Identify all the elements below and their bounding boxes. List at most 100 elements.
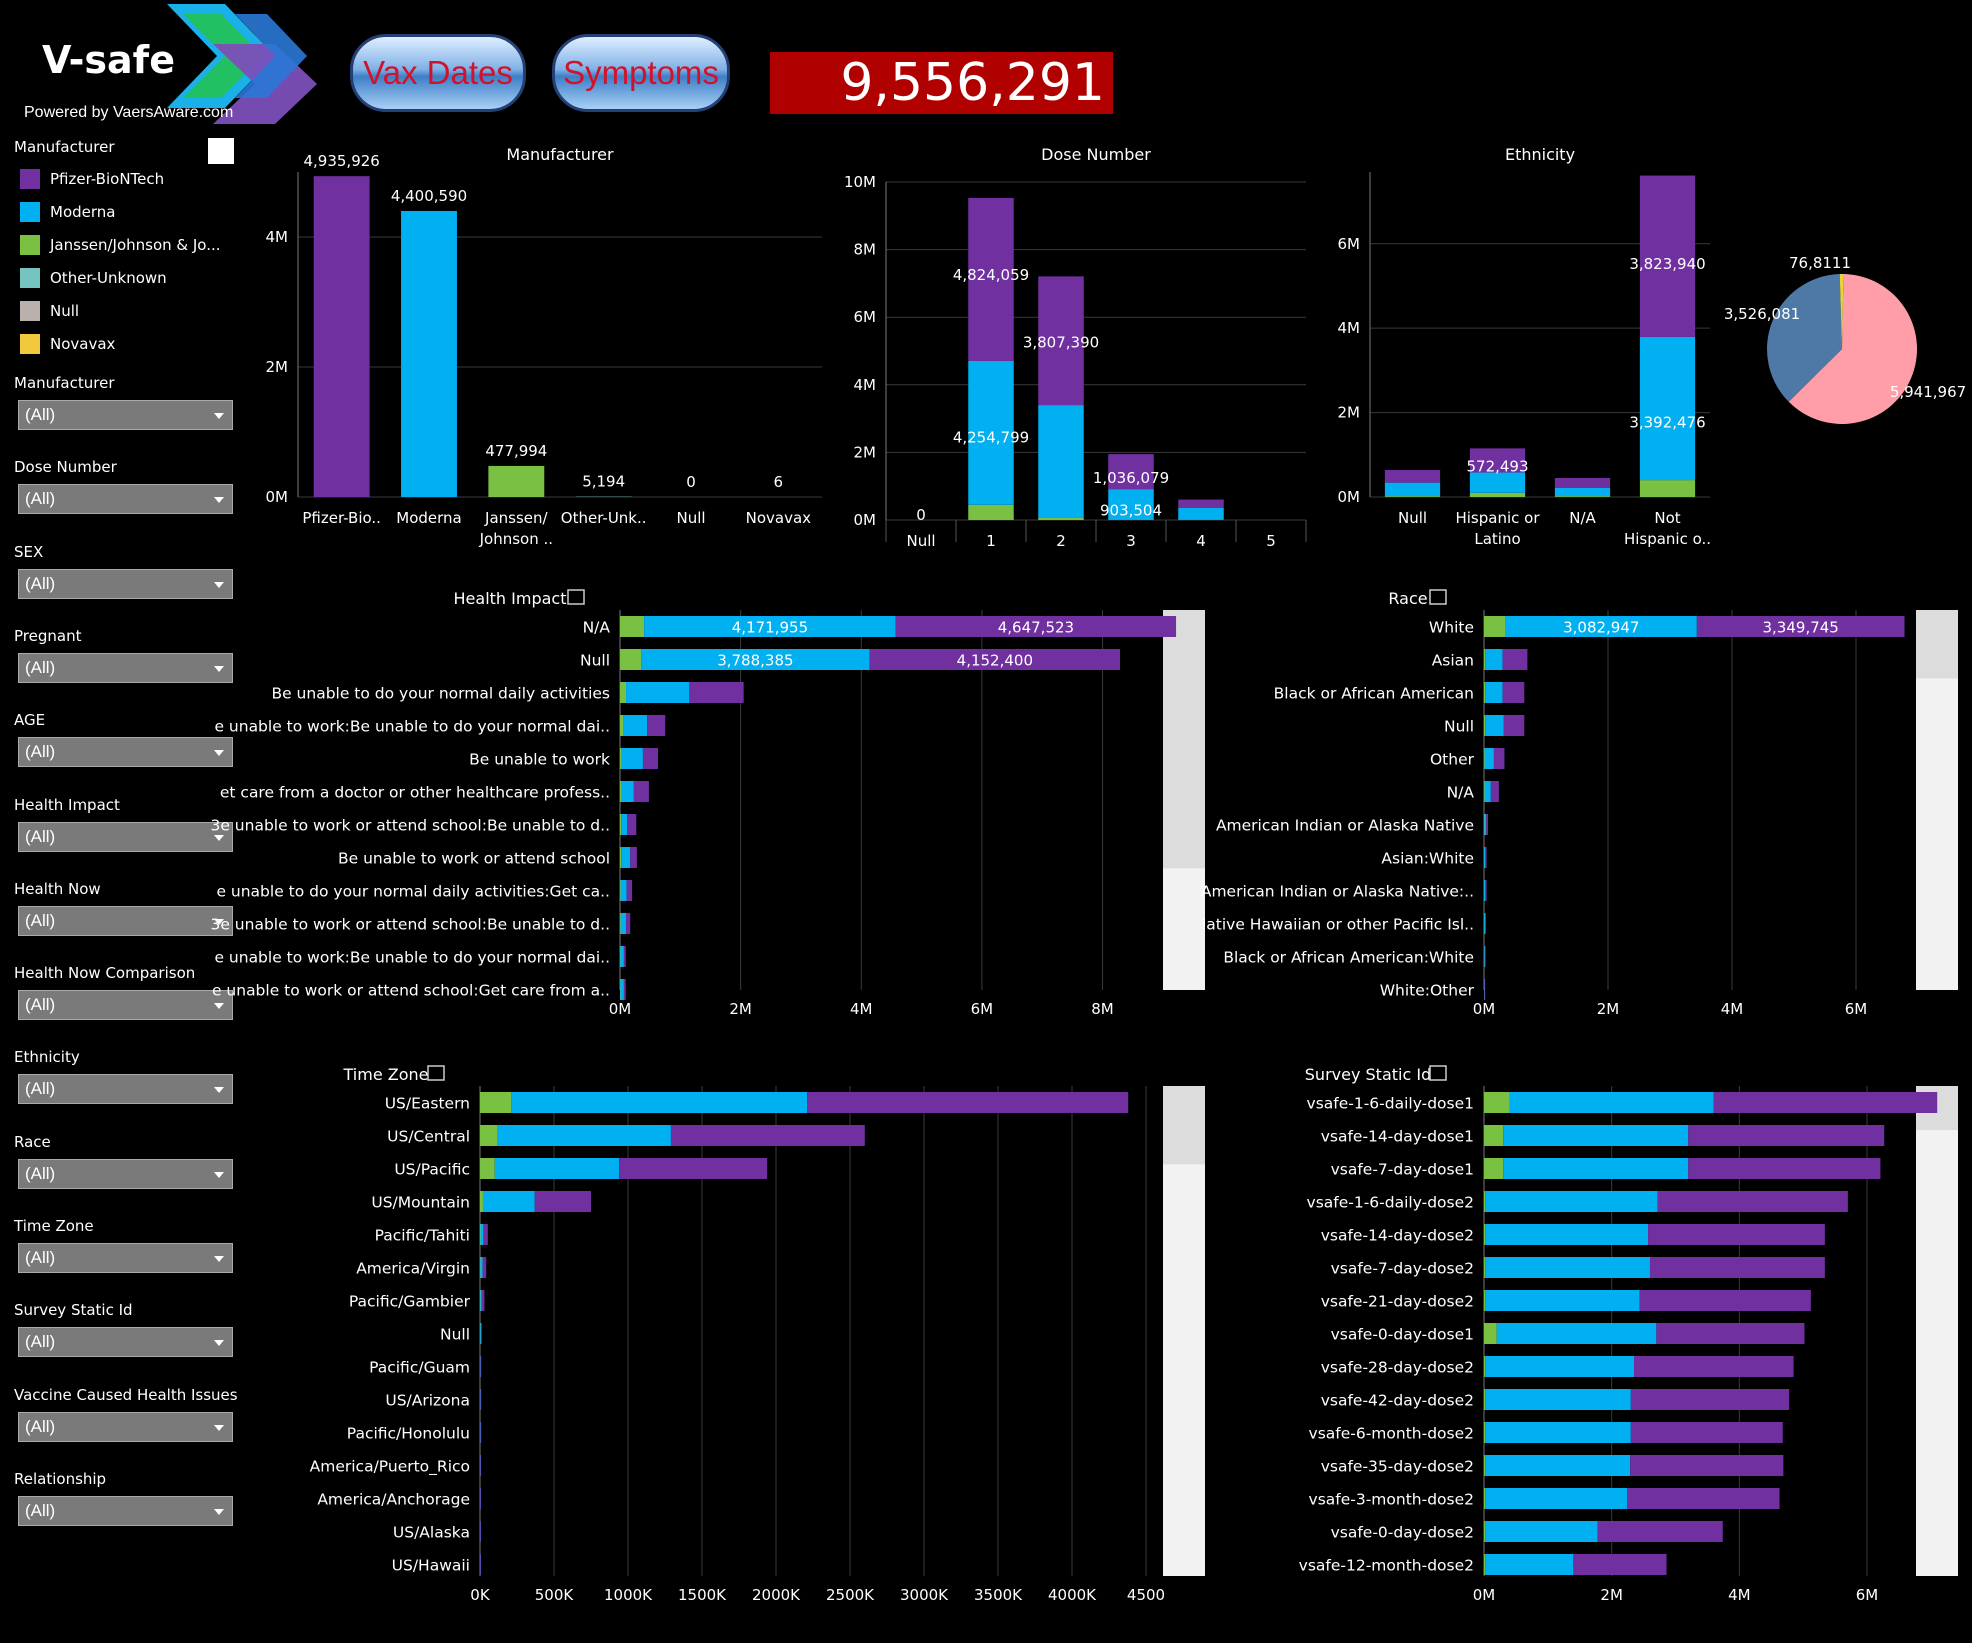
bar-segment	[1485, 1224, 1649, 1245]
bar-segment	[482, 1191, 535, 1212]
data-label: 3,823,940	[1629, 255, 1705, 273]
data-label: 5,194	[582, 473, 625, 491]
bar-segment	[1484, 913, 1486, 934]
bar-segment	[1038, 405, 1084, 518]
vsafe-logo-arrows	[167, 4, 317, 124]
bar-segment	[1484, 1323, 1497, 1344]
chevron-down-icon	[214, 834, 224, 841]
chart-title: Ethnicity	[1505, 145, 1575, 164]
filter-dropdown[interactable]: (All)	[18, 568, 233, 599]
category-label: N/A	[1447, 784, 1475, 802]
bar-segment	[482, 1257, 487, 1278]
bar-segment	[480, 1224, 484, 1245]
bar-segment	[1713, 1092, 1938, 1113]
vax-dates-button[interactable]: Vax Dates	[350, 34, 526, 112]
filter-dropdown[interactable]: (All)	[18, 905, 233, 936]
bar-segment	[1688, 1158, 1881, 1179]
y-tick-label: 8M	[854, 241, 877, 259]
category-label: vsafe-0-day-dose2	[1331, 1524, 1474, 1542]
category-label: Iative Hawaiian or other Pacific Isl..	[1202, 916, 1474, 934]
filter-dropdown[interactable]: (All)	[18, 821, 233, 852]
x-tick-label: 4M	[1728, 1586, 1751, 1604]
legend-item[interactable]: Moderna	[20, 201, 115, 223]
bar-segment	[1490, 781, 1499, 802]
category-label: America/Puerto_Rico	[310, 1458, 470, 1477]
bar-segment	[1485, 1554, 1574, 1575]
category-label: US/Eastern	[385, 1095, 470, 1113]
chevron-down-icon	[214, 1340, 224, 1347]
bar-segment	[1485, 1422, 1631, 1443]
x-tick-label: Janssen/	[484, 509, 548, 527]
legend-swatch	[20, 235, 40, 255]
sort-icon	[567, 589, 585, 605]
filter-dropdown[interactable]: (All)	[18, 484, 233, 515]
chevron-down-icon	[214, 1003, 224, 1010]
legend-title: Manufacturer	[14, 138, 115, 156]
chevron-down-icon	[214, 918, 224, 925]
bar-segment	[620, 748, 622, 769]
pie-slice	[1767, 274, 1842, 402]
y-tick-label: 2M	[854, 443, 877, 461]
category-label: Be unable to do your normal daily activi…	[271, 685, 610, 703]
pie-label: 3,526,081	[1724, 305, 1800, 323]
bar-segment	[1484, 1191, 1486, 1212]
filter-dropdown[interactable]: (All)	[18, 1158, 233, 1189]
bar-segment	[511, 1092, 808, 1113]
bar-segment	[1496, 1323, 1657, 1344]
legend-label: Other-Unknown	[50, 269, 167, 287]
filter-dropdown[interactable]: (All)	[18, 1243, 233, 1273]
filter-dropdown[interactable]: (All)	[18, 990, 233, 1021]
bar-segment	[620, 913, 627, 934]
x-tick-label: 6M	[971, 1000, 994, 1018]
data-label: 3,807,390	[1023, 334, 1099, 352]
logo-title: V-safe	[42, 38, 175, 82]
x-tick-label: 8M	[1091, 1000, 1114, 1018]
data-label: 3,392,476	[1629, 413, 1705, 431]
bar-segment	[1630, 1422, 1783, 1443]
data-label: 3,788,385	[717, 652, 793, 670]
bar-segment	[1484, 1290, 1486, 1311]
bar-segment	[623, 979, 626, 1000]
legend-item[interactable]: Pfizer-BioNTech	[20, 168, 164, 190]
bar-segment	[620, 715, 624, 736]
data-label: 572,493	[1466, 458, 1528, 476]
filter-dropdown[interactable]: (All)	[18, 1411, 233, 1442]
x-tick-label: Pfizer-Bio..	[302, 509, 381, 527]
symptoms-button[interactable]: Symptoms	[552, 34, 730, 112]
category-label: vsafe-28-day-dose2	[1321, 1359, 1474, 1377]
legend-item[interactable]: Other-Unknown	[20, 267, 167, 289]
filter-label: Race	[14, 1132, 51, 1151]
filter-dropdown[interactable]: (All)	[18, 1074, 233, 1105]
legend-item[interactable]: Janssen/Johnson & Jo...	[20, 234, 221, 256]
filter-label: Survey Static Id	[14, 1301, 133, 1320]
legend-label: Pfizer-BioNTech	[50, 170, 165, 188]
filter-value: (All)	[25, 1163, 56, 1183]
bar-segment	[626, 913, 631, 934]
category-label: Null	[580, 652, 610, 670]
bar-segment	[1485, 1521, 1598, 1542]
x-tick-label: Novavax	[746, 509, 812, 527]
filter-dropdown[interactable]: (All)	[18, 400, 233, 430]
filter-dropdown[interactable]: (All)	[18, 1327, 233, 1358]
filter-dropdown[interactable]: (All)	[18, 1495, 233, 1526]
bar-segment	[1484, 781, 1485, 802]
bar-segment	[1484, 1092, 1510, 1113]
legend-item[interactable]: Null	[20, 300, 79, 322]
legend-item[interactable]: Novavax	[20, 333, 115, 355]
filter-label: Health Now	[14, 879, 101, 898]
filter-dropdown[interactable]: (All)	[18, 652, 233, 683]
bar-segment	[620, 682, 627, 703]
bar-segment	[620, 781, 622, 802]
x-tick-label: Hispanic or	[1455, 509, 1540, 527]
category-label: vsafe-12-month-dose2	[1299, 1557, 1474, 1575]
bar-segment	[480, 1125, 498, 1146]
filter-value: (All)	[25, 573, 56, 593]
filter-dropdown[interactable]: (All)	[18, 737, 233, 768]
x-tick-label: Null	[906, 532, 935, 550]
category-label: US/Hawaii	[392, 1557, 470, 1575]
bar-segment	[1484, 814, 1487, 835]
filter-value: (All)	[25, 489, 56, 509]
x-tick-label: 3	[1126, 532, 1136, 550]
legend-toggle[interactable]	[208, 138, 234, 164]
